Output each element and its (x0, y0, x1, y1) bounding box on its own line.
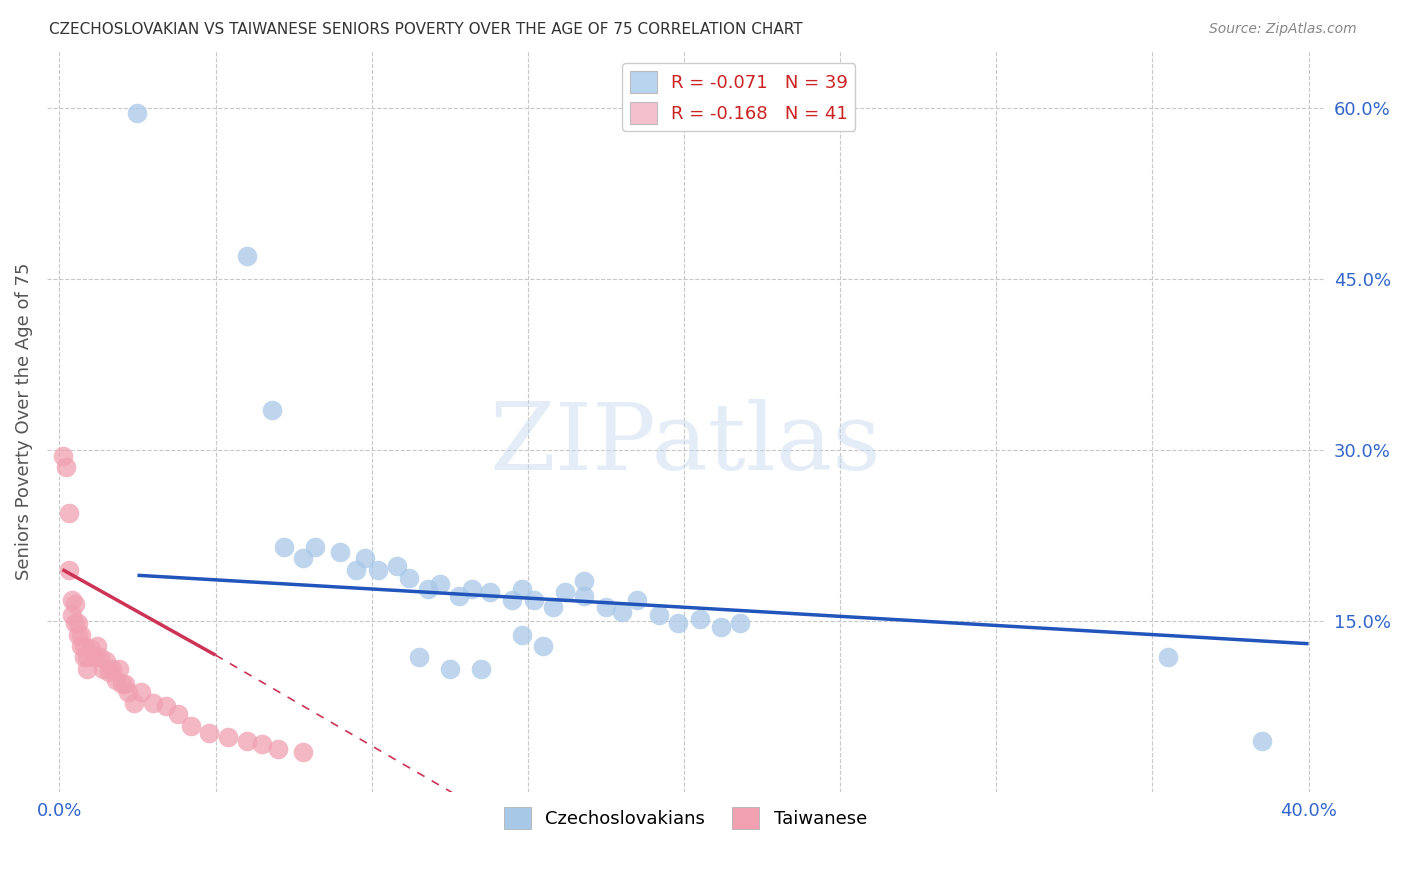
Text: ZIPatlas: ZIPatlas (489, 399, 882, 489)
Point (367, 563, 389, 577)
Point (501, 593, 523, 607)
Point (344, 563, 367, 577)
Point (533, 639, 555, 653)
Point (572, 589, 595, 603)
Point (107, 662, 129, 676)
Point (439, 662, 461, 676)
Point (479, 585, 502, 599)
Point (124, 696, 146, 710)
Point (60, 593, 83, 607)
Point (408, 650, 430, 665)
Text: Source: ZipAtlas.com: Source: ZipAtlas.com (1209, 22, 1357, 37)
Point (273, 540, 295, 554)
Point (60, 608, 83, 623)
Point (595, 600, 617, 615)
Point (104, 673, 127, 688)
Point (198, 725, 221, 739)
Point (58, 506, 80, 520)
Point (67, 627, 90, 641)
Point (180, 719, 202, 733)
Point (217, 730, 239, 744)
Point (83, 650, 105, 665)
Point (55, 459, 77, 474)
Point (260, 403, 283, 417)
Point (1250, 733, 1272, 747)
Point (460, 582, 482, 596)
Point (70, 627, 93, 641)
Point (111, 676, 134, 690)
Point (63, 616, 86, 631)
Point (510, 627, 533, 641)
Point (354, 551, 377, 566)
Point (541, 600, 564, 615)
Point (236, 733, 259, 747)
Point (91, 662, 114, 676)
Point (610, 605, 633, 619)
Point (63, 597, 86, 611)
Point (689, 612, 711, 626)
Point (329, 545, 352, 559)
Point (101, 662, 124, 676)
Point (167, 707, 190, 722)
Point (666, 616, 689, 631)
Point (1157, 650, 1180, 665)
Point (510, 582, 533, 596)
Point (291, 745, 314, 759)
Text: CZECHOSLOVAKIAN VS TAIWANESE SENIORS POVERTY OVER THE AGE OF 75 CORRELATION CHAR: CZECHOSLOVAKIAN VS TAIWANESE SENIORS POV… (49, 22, 803, 37)
Point (304, 540, 326, 554)
Point (398, 570, 420, 584)
Point (73, 639, 96, 653)
Point (728, 616, 751, 631)
Point (291, 551, 314, 566)
Point (76, 650, 98, 665)
Point (155, 699, 177, 714)
Point (58, 563, 80, 577)
Y-axis label: Seniors Poverty Over the Age of 75: Seniors Poverty Over the Age of 75 (15, 262, 32, 580)
Point (385, 559, 408, 574)
Point (51, 449, 73, 463)
Point (449, 589, 471, 603)
Point (76, 662, 98, 676)
Point (554, 585, 576, 599)
Point (470, 662, 492, 676)
Point (710, 619, 733, 633)
Point (86, 639, 108, 653)
Point (114, 676, 136, 690)
Point (429, 577, 451, 591)
Point (96, 654, 118, 668)
Point (252, 737, 274, 751)
Point (70, 639, 93, 653)
Point (572, 574, 595, 588)
Point (67, 616, 90, 631)
Point (89, 650, 111, 665)
Point (79, 642, 101, 657)
Point (416, 582, 439, 596)
Point (236, 249, 259, 263)
Point (127, 106, 149, 120)
Point (117, 684, 139, 698)
Point (129, 684, 152, 698)
Point (648, 608, 671, 623)
Point (523, 593, 546, 607)
Point (98, 665, 121, 680)
Legend: Czechoslovakians, Taiwanese: Czechoslovakians, Taiwanese (496, 800, 875, 837)
Point (267, 741, 290, 756)
Point (73, 650, 96, 665)
Point (142, 696, 165, 710)
Point (626, 593, 648, 607)
